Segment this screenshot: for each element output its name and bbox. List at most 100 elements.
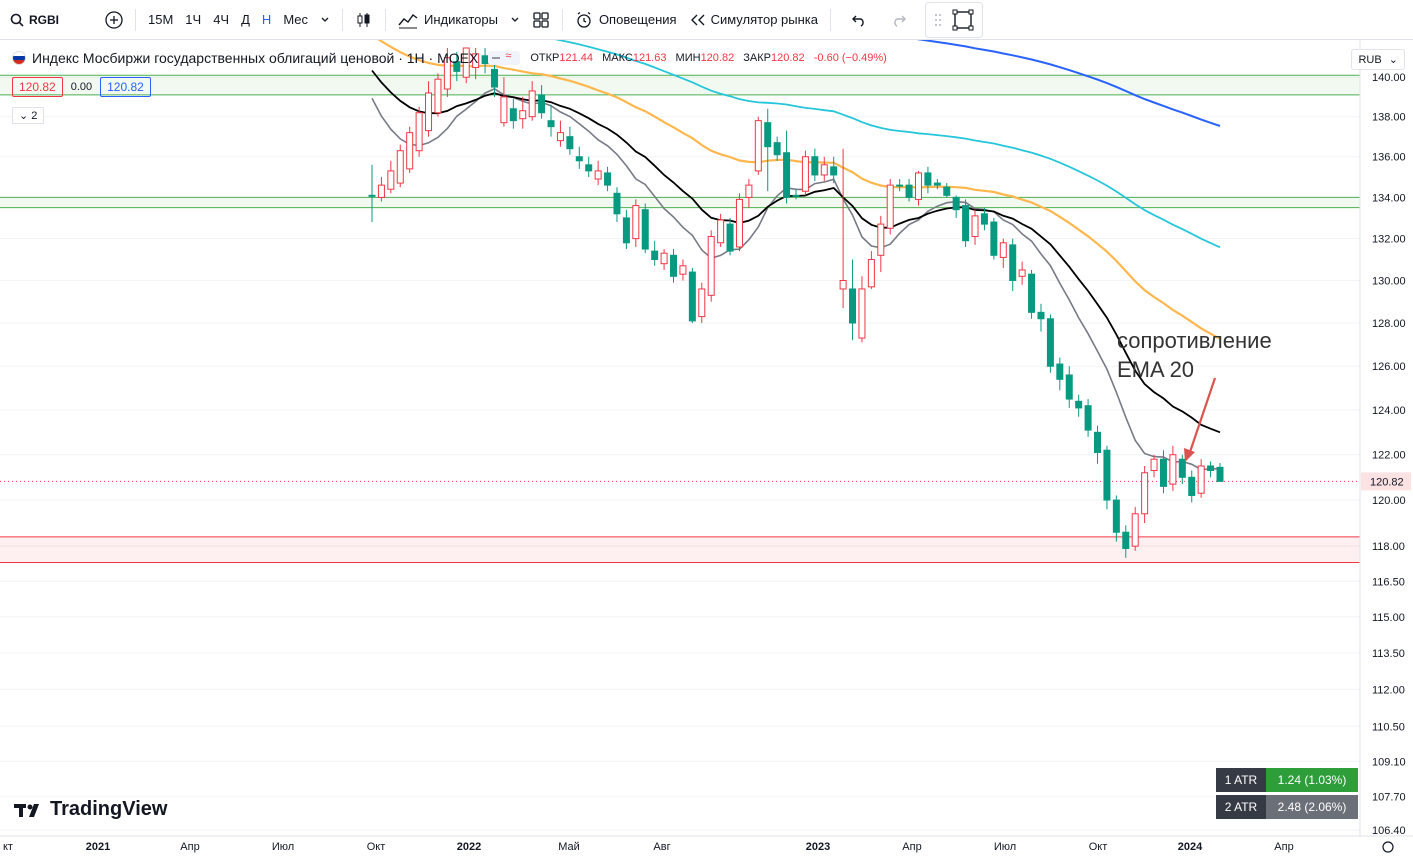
redo-button[interactable] [881,0,917,40]
indicators-dropdown[interactable] [504,0,526,40]
candle-body [905,184,913,198]
candle-body [396,150,404,184]
candle-body [406,132,414,170]
divider [135,8,136,31]
candle-body [867,258,875,288]
indicators-button[interactable]: Индикаторы [392,0,504,40]
price-tick-label: 140.00 [1372,72,1406,84]
gear-icon[interactable] [1382,841,1394,853]
candle-body [651,250,659,260]
chevron-down-icon: ⌄ [1388,54,1398,66]
candle-body [1207,465,1215,472]
annotation-arrow-line [1188,377,1217,453]
candle-body [481,55,489,65]
grid-icon [533,11,549,28]
atr-value: 1.24 (1.03%) [1266,768,1358,792]
last-price-label: 120.82 [1370,476,1404,488]
last-price-tag [1361,472,1411,491]
interval-15m[interactable]: 15М [148,12,174,27]
time-tick-label: 2022 [457,841,481,853]
price-tick-label: 109.10 [1372,756,1406,768]
candle-body [1075,400,1083,409]
candle-body [462,47,470,78]
price-tick-label: 120.00 [1372,495,1406,507]
candle-body [801,156,809,192]
candle-body [509,108,517,122]
candle-body [641,209,649,250]
interval-dropdown[interactable] [314,0,336,40]
layouts-button[interactable] [526,0,556,40]
interval-day[interactable]: Д [241,12,250,27]
candle-body [1216,466,1224,482]
atr-row-1: 1 ATR 1.24 (1.03%) [1216,768,1358,792]
candle-body [830,166,838,176]
candle-body [773,142,781,156]
time-tick-label: кт [3,841,13,853]
alarm-clock-icon [577,11,591,28]
candle-body [1056,363,1064,380]
ask-price[interactable]: 120.82 [100,77,151,97]
candle-body [745,184,753,198]
candle-body [735,198,743,248]
time-tick-label: Июл [994,841,1016,853]
ema50-line [377,40,1221,340]
indicators-collapse-toggle[interactable]: ⌄ 2 [12,107,45,124]
undo-icon [852,15,864,27]
moving-averages [371,40,1221,471]
candle-body [1159,458,1167,487]
divider [830,8,831,31]
drag-handle-icon[interactable] [934,12,942,28]
symbol-search[interactable]: RGBI [0,0,65,40]
candle-body [585,164,593,172]
candle-body [1065,374,1073,400]
price-tick-label: 110.50 [1372,721,1405,733]
candles [368,47,1224,558]
candle-body [914,172,922,200]
candle-body [377,184,385,198]
price-chart[interactable]: 140.00 138.00 136.00 134.00 132.00 130.00 128.… [0,40,1413,856]
ohlc-values: ОТКР121.44 МАКС121.63 МИН120.82 ЗАКР120.… [530,52,892,64]
candle-body [839,280,847,290]
candle-body [1046,318,1054,367]
divider [342,8,344,31]
interval-1h[interactable]: 1Ч [185,12,202,27]
compare-button[interactable] [99,0,129,40]
currency-selector[interactable]: RUB ⌄ [1351,49,1405,70]
candle-body [528,90,536,118]
alerts-button[interactable]: Оповещения [569,0,683,40]
price-tick-label: 136.00 [1372,152,1406,164]
chart-type-button[interactable] [349,0,379,40]
undo-button[interactable] [837,0,881,40]
price-tick-label: 134.00 [1372,192,1406,204]
spread-value: 0.00 [70,81,93,93]
replay-button[interactable]: Симулятор рынка [683,0,824,40]
high-value: 121.63 [632,52,667,64]
candle-body [688,271,696,322]
annotation-line1: сопротивление [1117,328,1272,353]
candle-body [1122,531,1130,549]
price-tick-label: 138.00 [1372,112,1406,124]
bid-price[interactable]: 120.82 [12,77,63,97]
legend-badge[interactable]: ≈ [488,50,521,65]
candle-body [387,170,395,190]
tradingview-logo[interactable]: TradingView [14,798,167,821]
candle-body [1037,311,1045,320]
interval-month[interactable]: Мес [283,12,309,27]
interval-week[interactable]: Н [261,12,272,27]
indicators-icon [398,13,418,28]
zone-fill [0,197,1360,208]
candle-body [1028,273,1036,313]
price-axis: 140.00 138.00 136.00 134.00 132.00 130.00 128.… [1359,40,1411,837]
ema-fast-line [371,87,1221,471]
rectangle-tool-icon[interactable] [952,9,974,31]
candle-body [1150,458,1158,472]
zones [0,74,1360,563]
candle-body [425,92,433,132]
price-tick-label: 106.40 [1372,825,1406,837]
zone-fill [0,536,1360,563]
atr-value: 2.48 (2.06%) [1266,795,1358,819]
interval-4h[interactable]: 4Ч [213,12,230,27]
candle-body [971,215,979,238]
candle-body [726,223,734,252]
atr-label: 1 ATR [1216,768,1266,792]
